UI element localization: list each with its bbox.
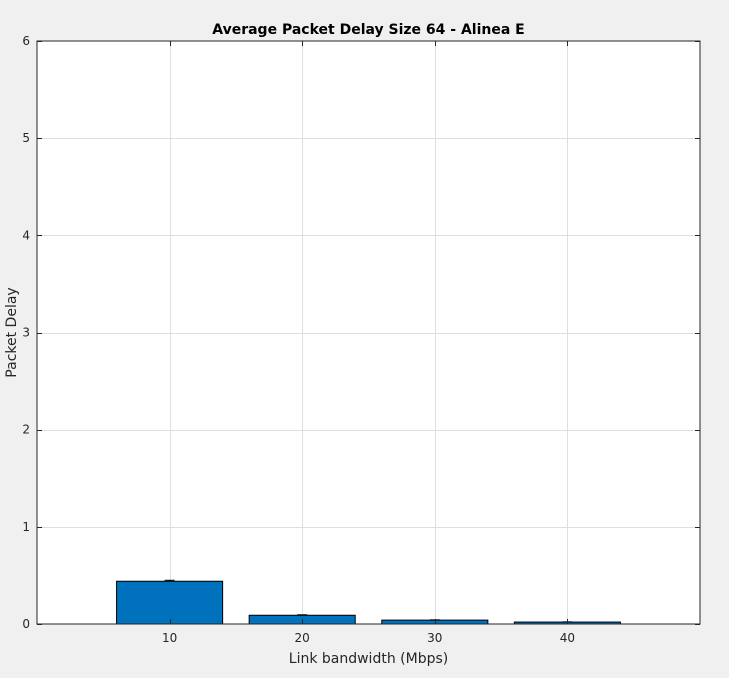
y-tick-label: 6 [22, 34, 30, 48]
x-tick-label: 40 [560, 631, 575, 645]
plot-area [37, 41, 700, 624]
y-tick-label: 0 [22, 617, 30, 631]
bar-10 [116, 580, 224, 625]
x-tick-label: 30 [427, 631, 442, 645]
grid-lines [37, 41, 700, 624]
y-tick-label: 3 [22, 326, 30, 340]
y-tick-label: 2 [22, 423, 30, 437]
ticks [37, 41, 700, 625]
chart-title: Average Packet Delay Size 64 - Alinea E [212, 22, 524, 38]
x-tick-label: 10 [162, 631, 177, 645]
x-tick-label: 20 [295, 631, 310, 645]
y-tick-label: 1 [22, 520, 30, 534]
tick-labels: 0 1 2 3 4 5 6 10 20 30 40 [22, 34, 575, 645]
bar-30 [381, 619, 489, 625]
y-tick-label: 4 [22, 228, 30, 242]
plot-frame [36, 40, 701, 625]
x-axis-label: Link bandwidth (Mbps) [289, 651, 448, 667]
y-tick-label: 5 [22, 131, 30, 145]
y-axis-label: Packet Delay [4, 287, 20, 377]
